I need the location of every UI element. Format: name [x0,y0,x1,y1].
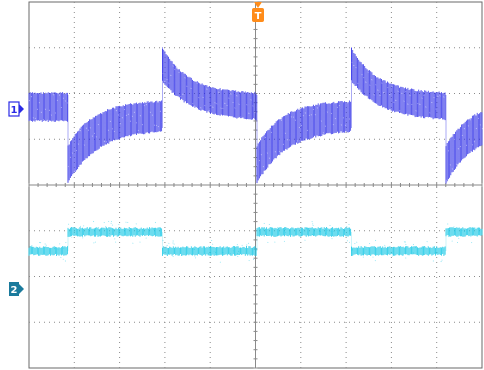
ch2-high-segment-noise [68,220,156,244]
ch2-low-segment [351,246,446,256]
ch1-high-segment [162,48,257,121]
ch1-high-segment [351,48,446,121]
ch2-low-segment-noise [31,241,67,262]
ch2-low-segment [28,246,68,256]
channel-1-trace [28,47,484,184]
channel-2-trace [28,220,483,263]
trigger-marker[interactable]: T [252,2,264,22]
ch2-high-segment [445,227,483,237]
ch2-high-segment [256,227,352,237]
ch2-high-segment-noise [447,223,473,244]
ch1-segment-speckle [28,94,69,121]
channel-2-label: 2 [11,285,18,296]
ch2-low-segment [162,246,257,256]
trigger-arrow-icon [254,2,262,8]
trigger-label: T [255,11,262,22]
ch1-low-segment [256,100,352,184]
ch2-low-segment-noise [162,239,255,263]
channel-2-badge [9,282,19,296]
ch2-high-segment-noise [261,221,351,243]
ch1-segment [28,92,68,122]
channel-1-arrow-icon [19,104,24,114]
graticule [28,1,483,369]
channel-1-label: 1 [11,105,18,116]
channel-2-arrow-icon [19,284,24,294]
channel-1-marker[interactable]: 1 [8,101,24,117]
ch1-low-segment [67,100,163,183]
channel-2-marker[interactable]: 2 [9,282,24,296]
ch1-low-segment [445,112,483,184]
ch2-low-segment-noise [351,239,445,263]
ch2-high-segment [67,227,163,237]
trigger-badge [252,8,264,22]
